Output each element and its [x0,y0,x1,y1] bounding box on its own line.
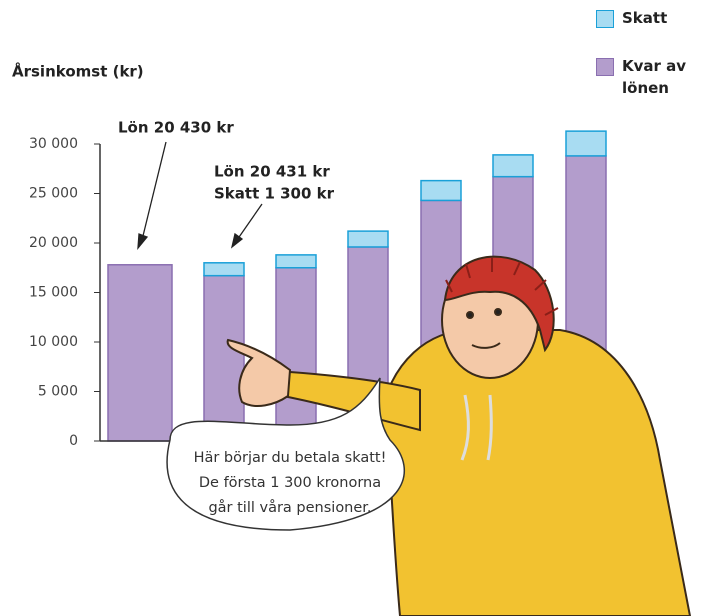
bar-segment [493,155,533,177]
bar-segment [421,181,461,201]
y-tick-label: 10 000 [29,334,78,350]
legend-label: Skatt [622,7,702,29]
bar-segment [348,231,388,247]
legend-swatch [596,58,614,76]
page: Årsinkomst (kr) 0 5 000 10 000 15 000 20 000… [0,0,714,616]
callout-text: De första 1 300 kronorna [199,475,381,491]
y-tick-label: 25 000 [29,186,78,202]
annotation: Lön 20 431 kr [214,163,330,181]
chart: Årsinkomst (kr) 0 5 000 10 000 15 000 20 000… [0,0,714,616]
bar-segment [204,263,244,276]
bar-segment [566,131,606,156]
y-tick-label: 30 000 [29,136,78,152]
y-tick-label: 15 000 [29,285,78,301]
y-tick-label: 20 000 [29,235,78,251]
annotation: Lön 20 430 kr [118,119,234,137]
legend-label: Kvar av lönen [622,55,702,99]
annotation: Skatt 1 300 kr [214,185,335,203]
legend-swatch [596,10,614,28]
bar-segment [108,265,172,441]
bar-segment [276,268,316,441]
bar-segment [276,255,316,268]
callout-text: går till våra pensioner. [208,499,371,516]
y-tick-label: 0 [69,433,78,449]
y-axis-label: Årsinkomst (kr) [12,62,144,81]
y-tick-label: 5 000 [38,384,78,400]
bar-segment [204,276,244,441]
callout-text: Här börjar du betala skatt! [194,450,387,466]
